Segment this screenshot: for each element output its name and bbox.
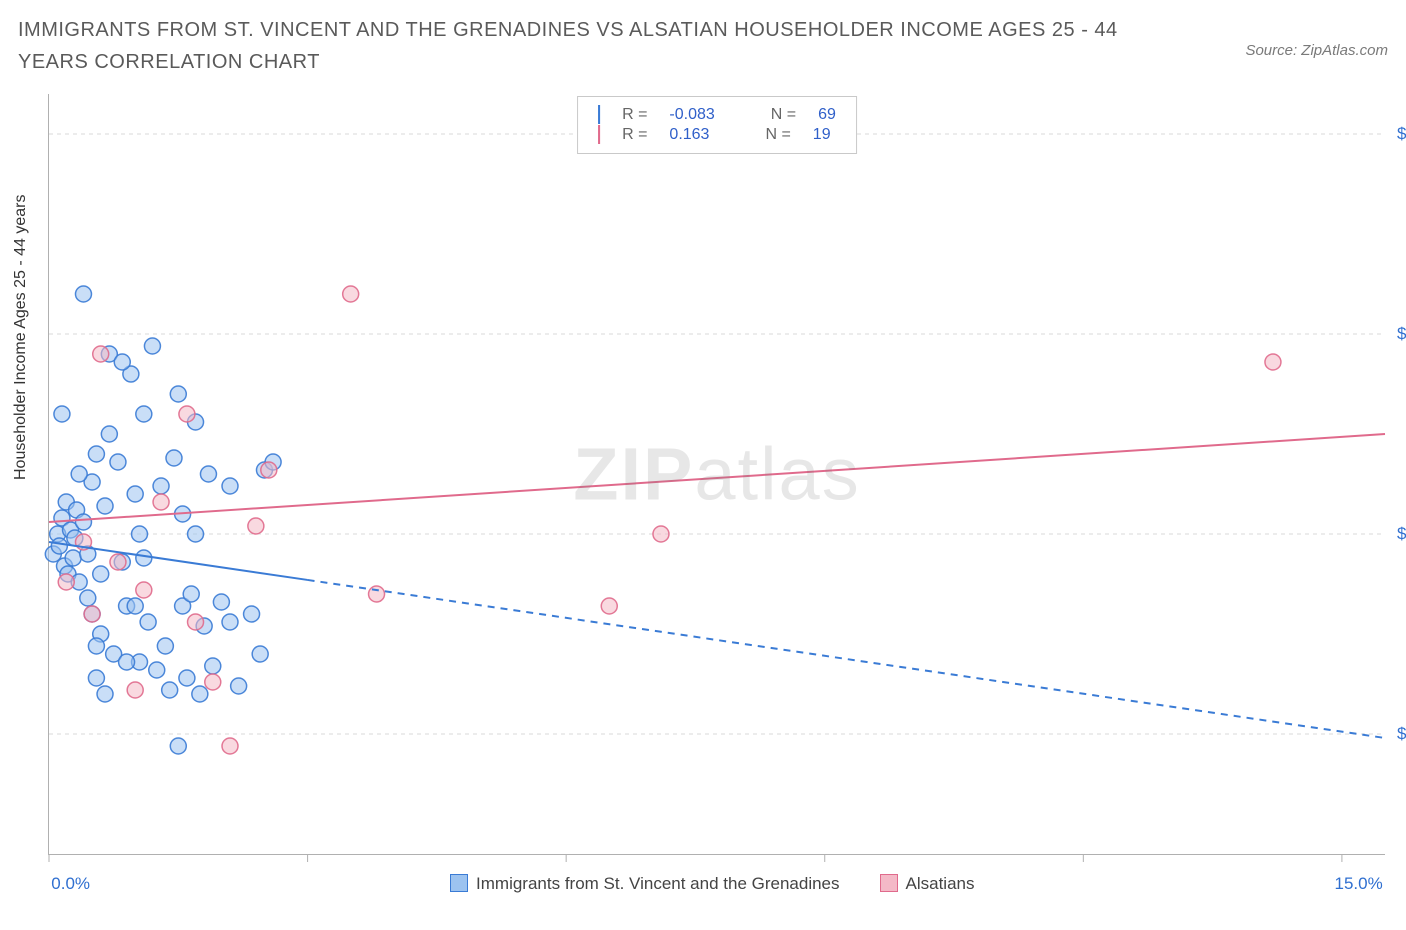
n-label-1: N = xyxy=(765,105,802,125)
legend-item-series2: Alsatians xyxy=(880,874,975,894)
y-axis-label: Householder Income Ages 25 - 44 years xyxy=(12,195,30,481)
chart-title: IMMIGRANTS FROM ST. VINCENT AND THE GREN… xyxy=(18,14,1138,78)
legend-swatch-b2 xyxy=(880,874,898,892)
n-label-2: N = xyxy=(759,125,796,145)
legend-label-series2: Alsatians xyxy=(906,874,975,893)
r-value-2: 0.163 xyxy=(663,125,715,145)
xtick-min: 0.0% xyxy=(51,874,90,894)
legend-swatch-series1 xyxy=(598,105,600,124)
plot-area: ZIPatlas R = -0.083 N = 69 R = 0.163 N =… xyxy=(48,94,1385,855)
n-value-2: 19 xyxy=(807,125,837,145)
legend-row-series1: R = -0.083 N = 69 xyxy=(592,105,842,125)
n-value-1: 69 xyxy=(812,105,842,125)
ytick-label: $50,000 xyxy=(1397,724,1406,744)
legend-swatch-b1 xyxy=(450,874,468,892)
source-attribution: Source: ZipAtlas.com xyxy=(1245,42,1388,59)
scatter-plot-svg xyxy=(49,94,1385,854)
r-label-1: R = xyxy=(616,105,653,125)
xtick-max: 15.0% xyxy=(1335,874,1383,894)
legend-item-series1: Immigrants from St. Vincent and the Gren… xyxy=(450,874,839,894)
ytick-label: $100,000 xyxy=(1397,524,1406,544)
legend-label-series1: Immigrants from St. Vincent and the Gren… xyxy=(476,874,839,893)
r-label-2: R = xyxy=(616,125,653,145)
bottom-legend-row: 0.0% Immigrants from St. Vincent and the… xyxy=(49,874,1385,894)
header-row: IMMIGRANTS FROM ST. VINCENT AND THE GREN… xyxy=(18,14,1388,78)
legend-swatch-series2 xyxy=(598,125,600,144)
ytick-label: $200,000 xyxy=(1397,124,1406,144)
correlation-legend: R = -0.083 N = 69 R = 0.163 N = 19 xyxy=(577,96,857,154)
r-value-1: -0.083 xyxy=(663,105,720,125)
legend-row-series2: R = 0.163 N = 19 xyxy=(592,125,842,145)
ytick-label: $150,000 xyxy=(1397,324,1406,344)
